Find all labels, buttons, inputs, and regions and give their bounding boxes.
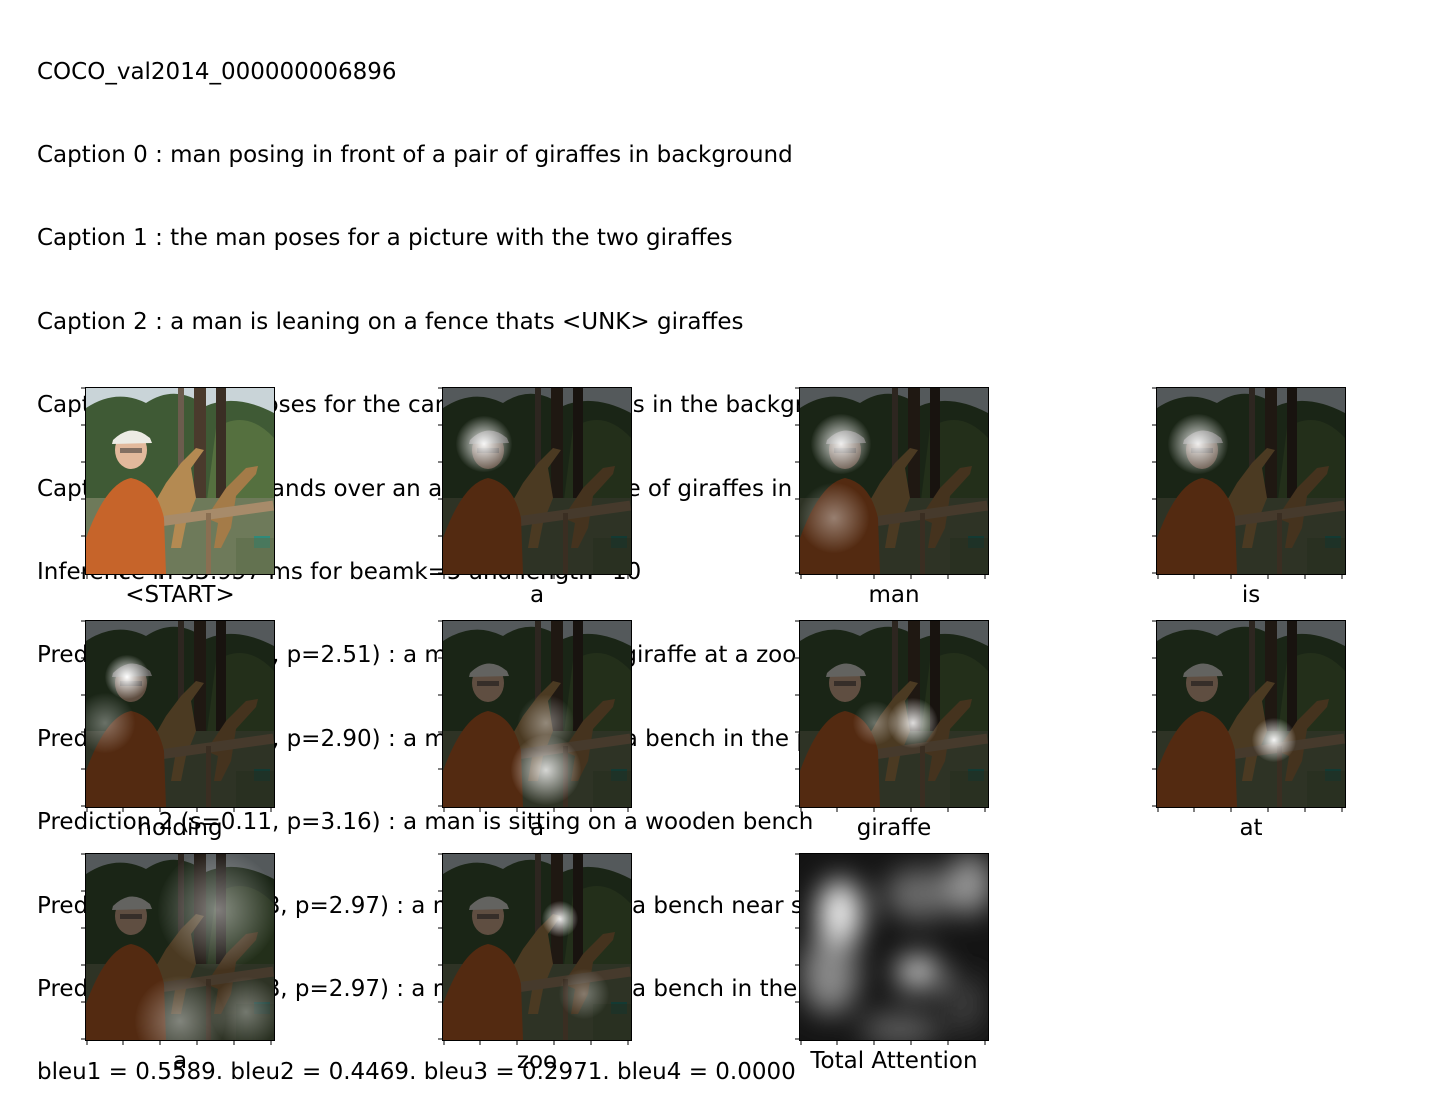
caption-1: Caption 1 : the man poses for a picture … [37, 225, 733, 252]
panel-label: man [868, 582, 920, 608]
panel-label: zoo [516, 1048, 558, 1074]
attention-image [799, 620, 989, 808]
caption-0: Caption 0 : man posing in front of a pai… [37, 141, 793, 168]
panel-label: at [1239, 815, 1263, 841]
panel-label: <START> [125, 582, 235, 608]
bleu-scores: bleu1 = 0.5589. bleu2 = 0.4469. bleu3 = … [37, 1059, 796, 1086]
attention-image [1156, 620, 1346, 808]
panel-label: a [529, 582, 545, 608]
caption-2: Caption 2 : a man is leaning on a fence … [37, 308, 744, 335]
attention-image [1156, 387, 1346, 575]
panel-label: Total Attention [810, 1048, 978, 1074]
attention-image [442, 620, 632, 808]
total-attention-map [799, 853, 989, 1041]
attention-image [85, 853, 275, 1041]
panel-label: holding [137, 815, 223, 841]
attention-image [85, 387, 275, 575]
panel-label: is [1241, 582, 1261, 608]
attention-image [442, 853, 632, 1041]
panel-label: a [172, 1048, 188, 1074]
attention-image [799, 387, 989, 575]
panel-label: giraffe [856, 815, 932, 841]
panel-label: a [529, 815, 545, 841]
attention-image [442, 387, 632, 575]
attention-image [85, 620, 275, 808]
image-id: COCO_val2014_000000006896 [37, 58, 397, 85]
prediction-2: Prediction 2 (s=0.11, p=3.16) : a man is… [37, 809, 814, 836]
